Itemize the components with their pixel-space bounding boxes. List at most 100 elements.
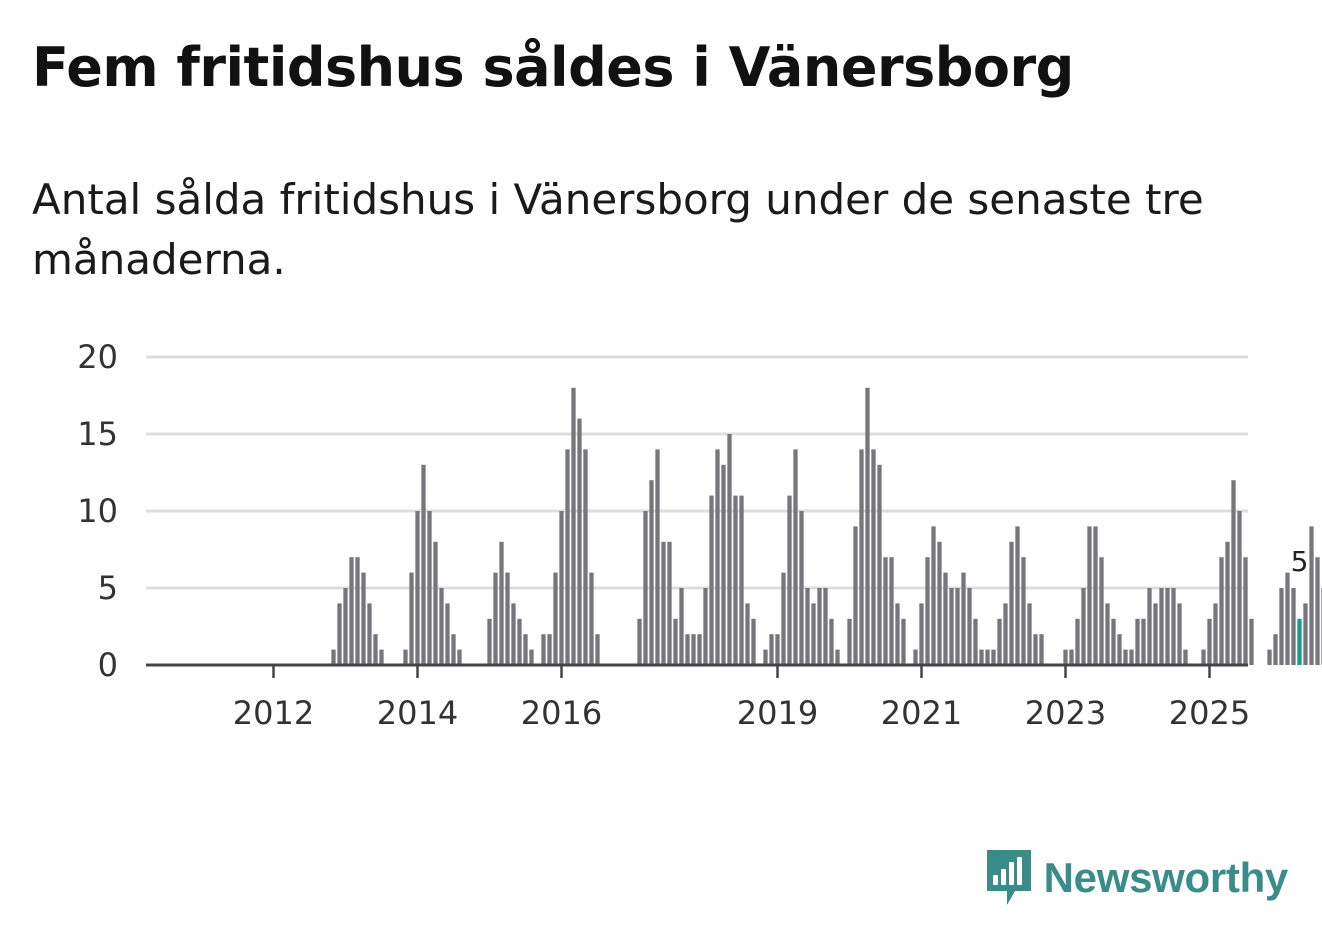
bar (1075, 618, 1080, 665)
x-tick-label: 2016 (521, 694, 602, 732)
bar (805, 588, 810, 665)
bar (1027, 603, 1032, 665)
bar (349, 557, 354, 665)
bar (1111, 618, 1116, 665)
bar (991, 649, 996, 665)
bar (565, 449, 570, 665)
bar (811, 603, 816, 665)
y-tick-label: 0 (98, 646, 118, 684)
bar (913, 649, 918, 665)
bar (523, 634, 528, 665)
bar (703, 588, 708, 665)
bar (967, 588, 972, 665)
bar (457, 649, 462, 665)
bar (1225, 541, 1230, 665)
bar (1243, 557, 1248, 665)
bar (895, 603, 900, 665)
bar (1081, 588, 1086, 665)
bar (667, 541, 672, 665)
bar (847, 618, 852, 665)
bar (961, 572, 966, 665)
bar (919, 603, 924, 665)
bar (949, 588, 954, 665)
newsworthy-logo: Newsworthy (984, 847, 1288, 909)
bar (1201, 649, 1206, 665)
bar (943, 572, 948, 665)
bar (745, 603, 750, 665)
bar (547, 634, 552, 665)
bar (559, 511, 564, 665)
bar (1153, 603, 1158, 665)
annotations: 55 (1287, 542, 1312, 582)
bar (1105, 603, 1110, 665)
bar (487, 618, 492, 665)
bar (403, 649, 408, 665)
bar (1099, 557, 1104, 665)
bar (1291, 588, 1296, 665)
bar (871, 449, 876, 665)
chart-subtitle: Antal sålda fritidshus i Vänersborg unde… (32, 175, 1204, 284)
bar (769, 634, 774, 665)
bar (721, 464, 726, 665)
bar (499, 541, 504, 665)
bar (373, 634, 378, 665)
bar (1267, 649, 1272, 665)
bar (1285, 572, 1290, 665)
bar (583, 449, 588, 665)
bar (649, 480, 654, 665)
bar (877, 464, 882, 665)
y-tick-label: 15 (77, 415, 118, 453)
bar (1183, 649, 1188, 665)
bar (553, 572, 558, 665)
bar (571, 387, 576, 665)
bar (1123, 649, 1128, 665)
bar (823, 588, 828, 665)
bar (817, 588, 822, 665)
bar (1315, 557, 1320, 665)
x-tick-label: 2014 (377, 694, 458, 732)
y-tick-label: 10 (77, 492, 118, 530)
bar (655, 449, 660, 665)
x-axis: 2012 2014 2016 2019 2021 2023 2025 (146, 663, 1250, 732)
bar (445, 603, 450, 665)
bar (577, 418, 582, 665)
bars (331, 387, 1322, 665)
bar (451, 634, 456, 665)
newsworthy-logo-text: Newsworthy (1043, 854, 1289, 901)
bar (997, 618, 1002, 665)
x-tick-label: 2012 (233, 694, 314, 732)
bar (1237, 511, 1242, 665)
bar (1117, 634, 1122, 665)
bar (691, 634, 696, 665)
bar-chart: 0 5 10 15 20 2012 2014 2016 2019 2021 2023 2025 55 (77, 338, 1322, 732)
bar (589, 572, 594, 665)
bar (865, 387, 870, 665)
bar (679, 588, 684, 665)
bar (1135, 618, 1140, 665)
bar (1147, 588, 1152, 665)
bar (883, 557, 888, 665)
bar (427, 511, 432, 665)
bar (637, 618, 642, 665)
y-axis-tick-labels: 0 5 10 15 20 (77, 338, 118, 684)
x-tick-label: 2023 (1025, 694, 1106, 732)
bar (973, 618, 978, 665)
bar (1003, 603, 1008, 665)
bar (853, 526, 858, 665)
bar (979, 649, 984, 665)
bar (925, 557, 930, 665)
bar (421, 464, 426, 665)
bar (1021, 557, 1026, 665)
bar (355, 557, 360, 665)
x-tick-label: 2019 (737, 694, 818, 732)
bar (787, 495, 792, 665)
bar (889, 557, 894, 665)
bar (595, 634, 600, 665)
bar (931, 526, 936, 665)
highlight-value-label: 5 (1291, 545, 1309, 578)
bar (1249, 618, 1254, 665)
bar (1219, 557, 1224, 665)
x-tick-label: 2021 (881, 694, 962, 732)
bar (337, 603, 342, 665)
bar (1171, 588, 1176, 665)
